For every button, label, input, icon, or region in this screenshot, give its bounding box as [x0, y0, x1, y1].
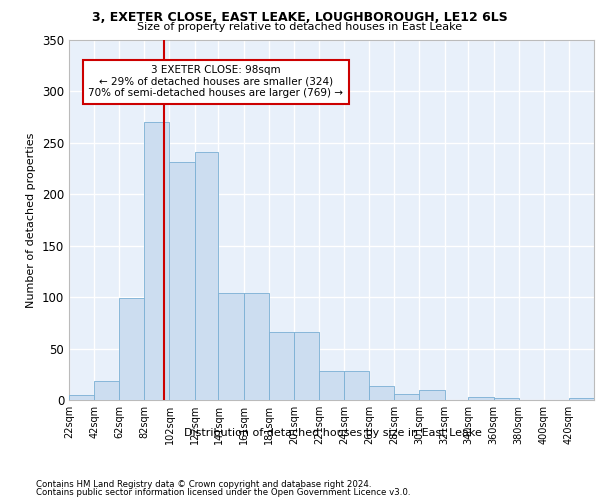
Bar — [369, 386, 394, 400]
Text: 3, EXETER CLOSE, EAST LEAKE, LOUGHBOROUGH, LE12 6LS: 3, EXETER CLOSE, EAST LEAKE, LOUGHBOROUG… — [92, 11, 508, 24]
Bar — [244, 293, 269, 400]
Bar — [145, 122, 169, 400]
Bar — [169, 162, 194, 400]
Bar — [469, 397, 494, 400]
Bar — [569, 398, 594, 400]
Bar — [394, 394, 419, 400]
Bar — [419, 390, 445, 400]
Text: Size of property relative to detached houses in East Leake: Size of property relative to detached ho… — [137, 22, 463, 32]
Text: Distribution of detached houses by size in East Leake: Distribution of detached houses by size … — [184, 428, 482, 438]
Bar — [494, 398, 518, 400]
Bar — [119, 298, 145, 400]
Bar — [94, 382, 119, 400]
Y-axis label: Number of detached properties: Number of detached properties — [26, 132, 37, 308]
Bar — [294, 332, 319, 400]
Text: Contains HM Land Registry data © Crown copyright and database right 2024.: Contains HM Land Registry data © Crown c… — [36, 480, 371, 489]
Text: 3 EXETER CLOSE: 98sqm
← 29% of detached houses are smaller (324)
70% of semi-det: 3 EXETER CLOSE: 98sqm ← 29% of detached … — [89, 65, 343, 98]
Bar — [194, 152, 218, 400]
Bar — [319, 371, 344, 400]
Bar — [344, 371, 369, 400]
Bar — [269, 332, 294, 400]
Bar — [218, 293, 244, 400]
Text: Contains public sector information licensed under the Open Government Licence v3: Contains public sector information licen… — [36, 488, 410, 497]
Bar — [69, 395, 94, 400]
